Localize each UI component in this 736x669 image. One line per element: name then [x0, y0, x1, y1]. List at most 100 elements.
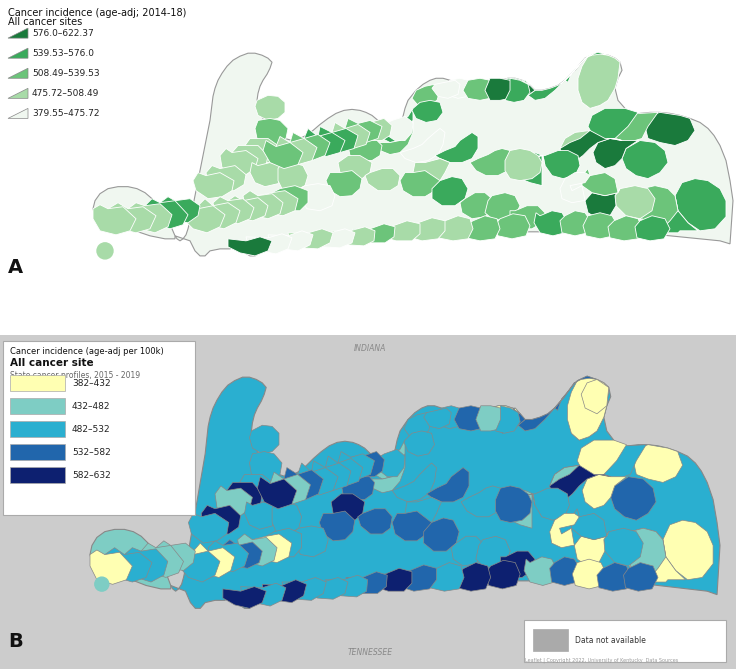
Polygon shape [515, 153, 545, 186]
Polygon shape [8, 48, 28, 58]
Polygon shape [232, 146, 268, 171]
Polygon shape [341, 474, 375, 500]
Polygon shape [528, 70, 575, 100]
Polygon shape [483, 78, 530, 98]
Polygon shape [400, 128, 445, 163]
Polygon shape [476, 406, 506, 431]
Polygon shape [470, 149, 512, 176]
Polygon shape [413, 159, 450, 184]
Polygon shape [663, 520, 713, 580]
Polygon shape [581, 379, 609, 413]
Polygon shape [346, 572, 387, 593]
Polygon shape [427, 563, 464, 591]
Polygon shape [623, 529, 685, 582]
Polygon shape [353, 224, 395, 243]
Polygon shape [365, 169, 400, 191]
Polygon shape [534, 211, 568, 236]
Polygon shape [358, 509, 392, 534]
Text: Data not available: Data not available [575, 636, 646, 644]
Polygon shape [432, 177, 468, 206]
FancyBboxPatch shape [524, 620, 726, 662]
Polygon shape [565, 52, 608, 82]
Polygon shape [622, 140, 668, 179]
Polygon shape [8, 68, 28, 78]
Polygon shape [90, 550, 132, 584]
Polygon shape [300, 184, 335, 211]
Polygon shape [392, 511, 431, 541]
Polygon shape [338, 156, 372, 179]
Text: 508.49–539.53: 508.49–539.53 [32, 69, 99, 78]
Polygon shape [505, 78, 530, 102]
Polygon shape [560, 130, 622, 163]
Polygon shape [392, 463, 436, 502]
Polygon shape [398, 565, 436, 591]
Polygon shape [635, 186, 698, 233]
Polygon shape [597, 563, 631, 591]
Text: 532–582: 532–582 [72, 448, 110, 457]
Polygon shape [434, 406, 464, 429]
Polygon shape [370, 440, 405, 479]
Polygon shape [8, 108, 28, 118]
Polygon shape [105, 548, 152, 582]
Polygon shape [351, 452, 384, 477]
Polygon shape [570, 379, 609, 440]
Polygon shape [451, 537, 483, 566]
Bar [10, 444, 65, 460]
Polygon shape [175, 54, 733, 256]
Polygon shape [213, 197, 254, 224]
Polygon shape [358, 118, 392, 140]
Text: TENNESSEE: TENNESSEE [347, 648, 392, 657]
Polygon shape [623, 563, 658, 591]
Polygon shape [319, 511, 355, 541]
Polygon shape [182, 206, 225, 233]
Polygon shape [255, 95, 285, 120]
Polygon shape [500, 80, 535, 102]
Text: 432–482: 432–482 [72, 402, 110, 411]
Circle shape [97, 243, 113, 259]
Text: 539.53–576.0: 539.53–576.0 [32, 49, 94, 58]
Polygon shape [8, 28, 28, 38]
Polygon shape [593, 138, 638, 169]
Polygon shape [268, 231, 313, 251]
Polygon shape [571, 509, 606, 540]
Polygon shape [474, 406, 520, 427]
Polygon shape [524, 557, 558, 585]
Polygon shape [588, 108, 638, 142]
Polygon shape [495, 406, 520, 434]
Bar [10, 375, 65, 391]
Polygon shape [623, 529, 666, 582]
Polygon shape [278, 163, 308, 191]
Polygon shape [405, 497, 442, 526]
Polygon shape [282, 577, 326, 600]
Polygon shape [424, 408, 451, 429]
Polygon shape [124, 548, 168, 582]
Polygon shape [177, 551, 220, 582]
Polygon shape [412, 84, 440, 106]
Polygon shape [582, 169, 618, 195]
Polygon shape [460, 193, 492, 219]
Text: Cancer incidence (age-adj per 100k): Cancer incidence (age-adj per 100k) [10, 347, 163, 357]
Polygon shape [634, 445, 682, 482]
Polygon shape [494, 214, 530, 239]
Polygon shape [160, 197, 200, 223]
Polygon shape [582, 474, 626, 509]
Polygon shape [485, 78, 515, 100]
Text: All cancer site: All cancer site [10, 359, 93, 369]
Polygon shape [604, 529, 643, 566]
Polygon shape [485, 560, 520, 589]
Polygon shape [560, 173, 590, 203]
Polygon shape [550, 557, 581, 585]
Polygon shape [577, 440, 626, 479]
Polygon shape [228, 237, 272, 256]
Polygon shape [374, 120, 413, 155]
Polygon shape [491, 408, 525, 434]
Polygon shape [171, 377, 720, 608]
Text: 382–432: 382–432 [72, 379, 110, 388]
Polygon shape [311, 461, 351, 490]
Polygon shape [325, 575, 367, 597]
Polygon shape [194, 543, 235, 577]
Text: 379.55–475.72: 379.55–475.72 [32, 109, 99, 118]
Polygon shape [326, 171, 362, 197]
Bar [10, 399, 65, 414]
Polygon shape [245, 138, 278, 163]
